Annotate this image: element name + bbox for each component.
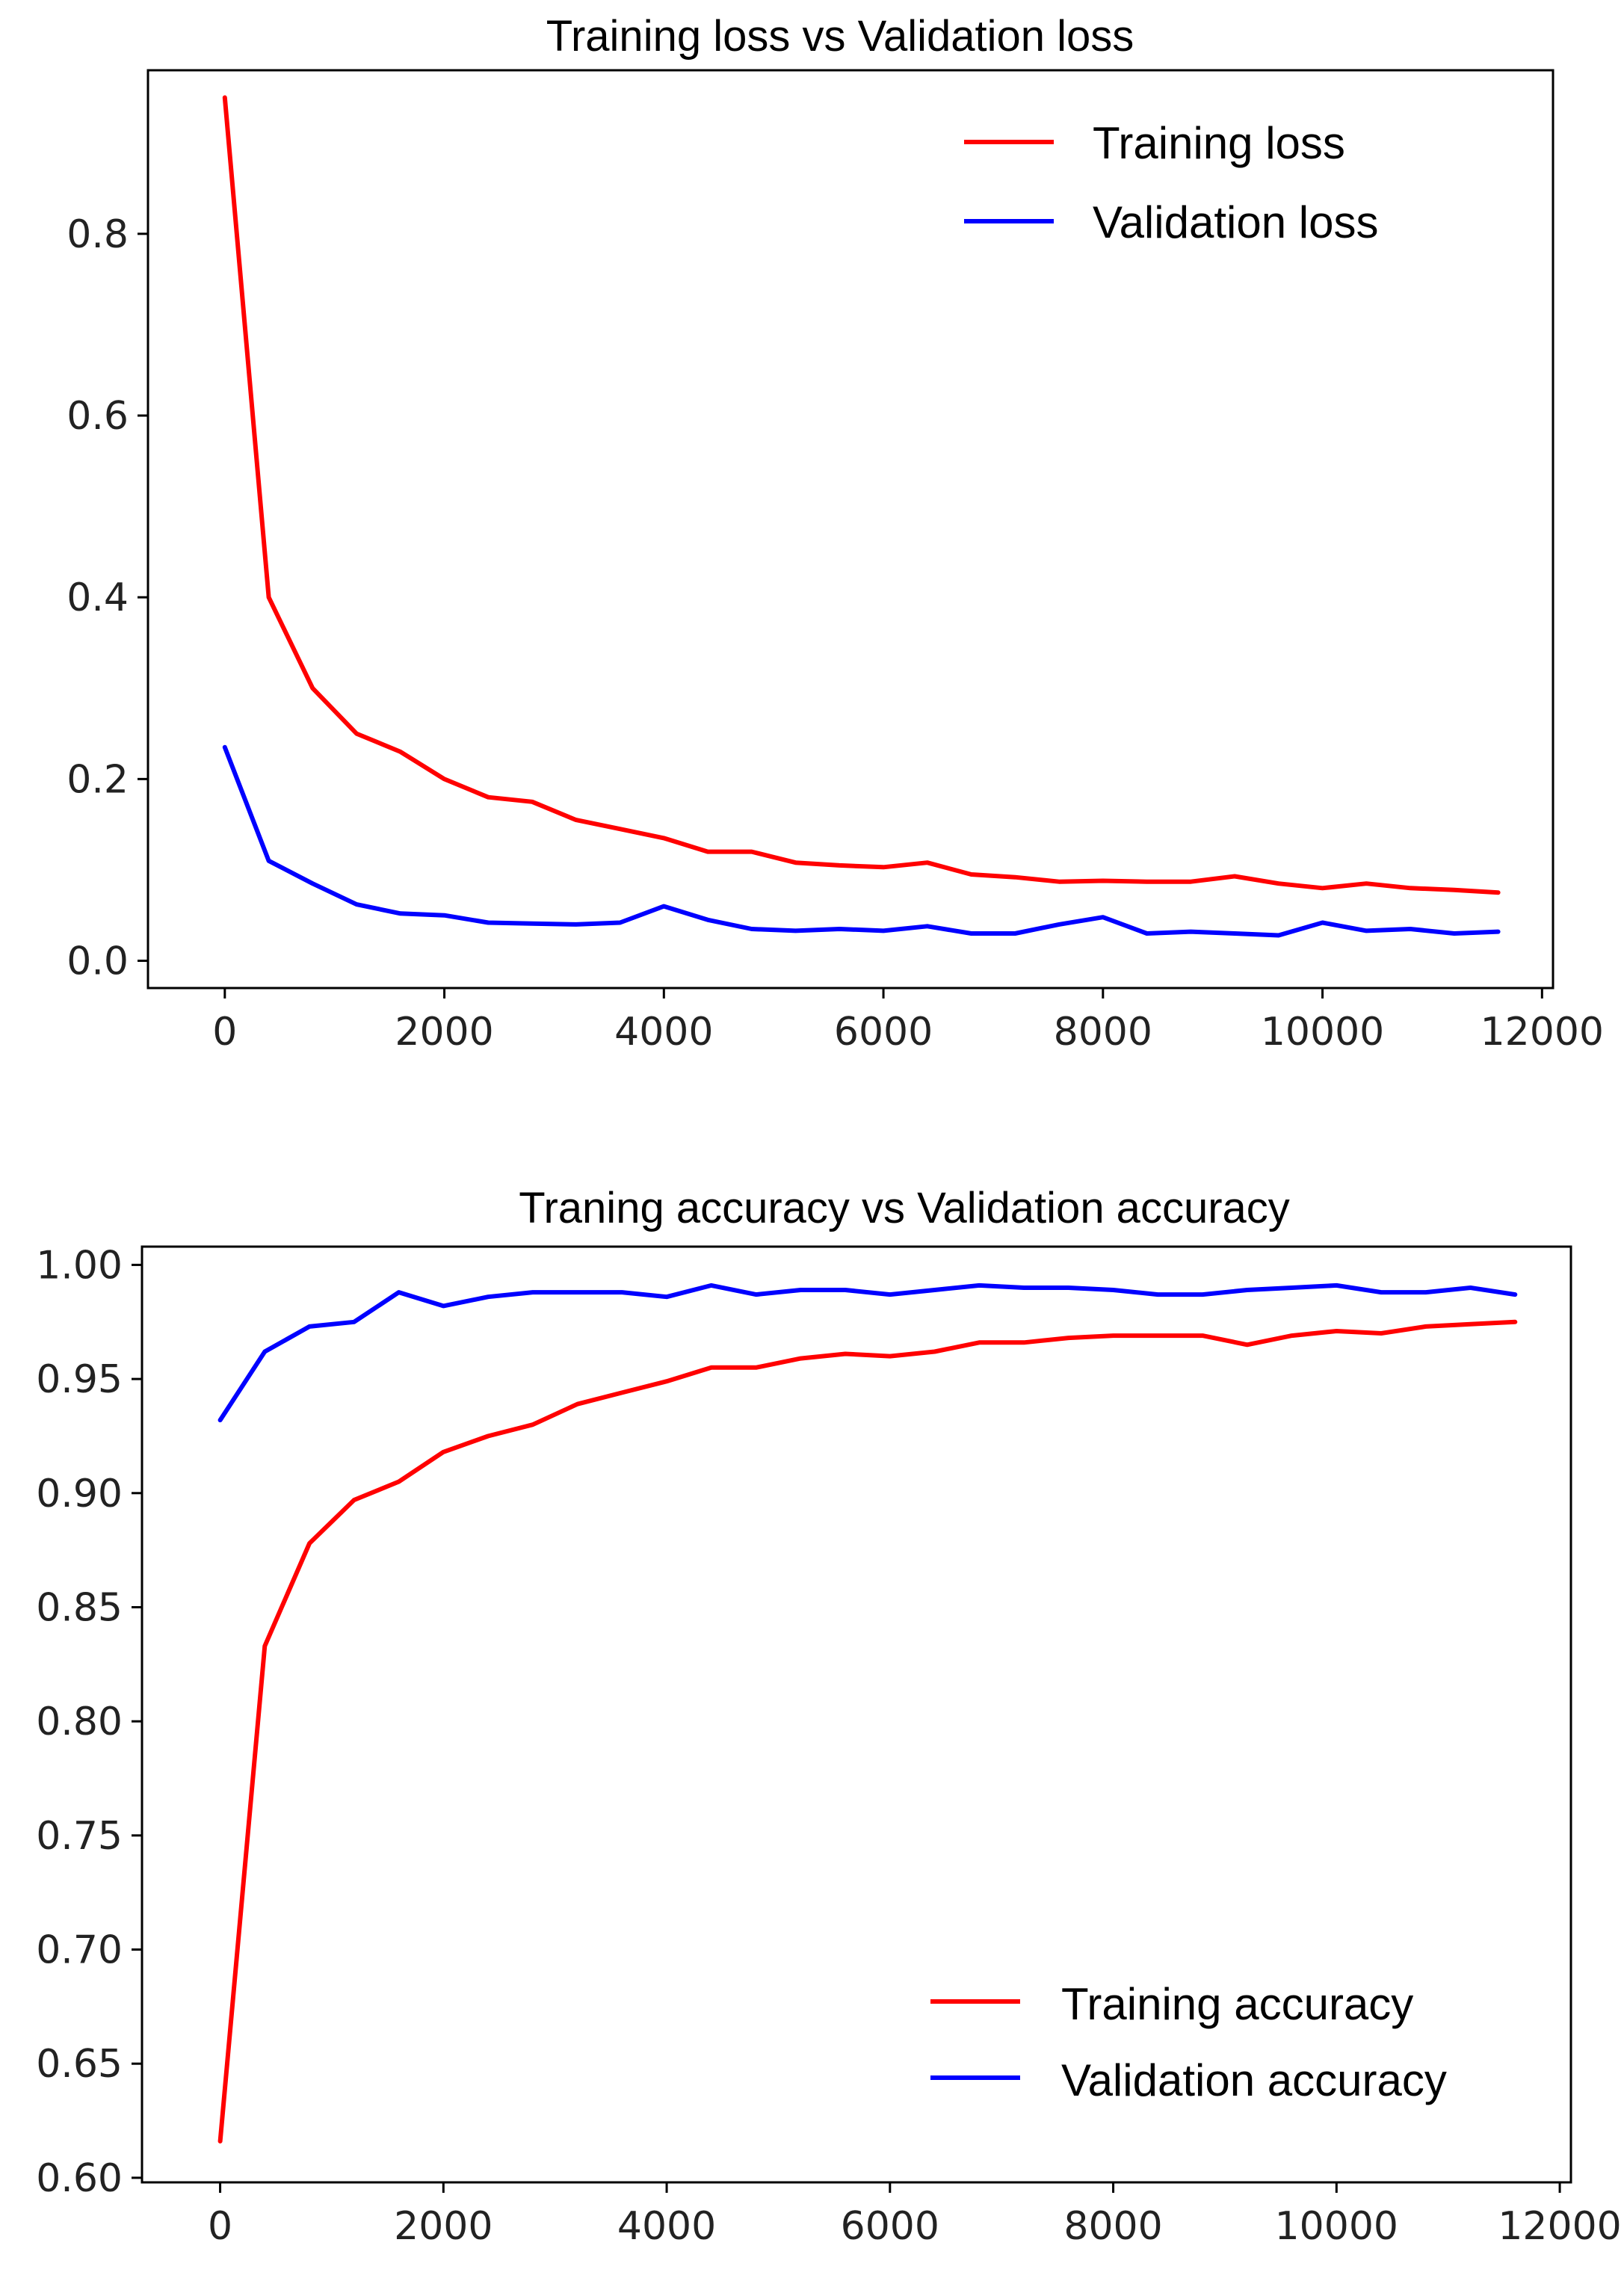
accuracy-plot-frame bbox=[141, 1245, 1572, 2184]
loss-y-tick-label: 0.8 bbox=[67, 212, 129, 257]
loss-x-tick-label: 0 bbox=[212, 1010, 237, 1055]
legend-label-training-accuracy: Training accuracy bbox=[1061, 1979, 1413, 2029]
series-line-training-loss bbox=[222, 95, 1501, 895]
accuracy-y-tick-label: 0.70 bbox=[36, 1928, 123, 1973]
accuracy-chart: Traning accuracy vs Validation accuracy … bbox=[36, 1184, 1622, 2249]
loss-plot-frame bbox=[146, 69, 1554, 990]
loss-x-tick-label: 2000 bbox=[395, 1010, 493, 1055]
accuracy-y-tick-label: 0.65 bbox=[36, 2042, 123, 2087]
loss-chart-title: Training loss vs Validation loss bbox=[546, 12, 1134, 61]
accuracy-x-tick-label: 2000 bbox=[394, 2204, 493, 2249]
accuracy-x-axis: 0 2000 4000 6000 8000 10000 12000 bbox=[208, 2182, 1622, 2249]
accuracy-y-tick-label: 0.90 bbox=[36, 1472, 123, 1516]
accuracy-chart-title: Traning accuracy vs Validation accuracy bbox=[519, 1184, 1290, 1232]
accuracy-y-tick-label: 0.75 bbox=[36, 1814, 123, 1859]
loss-x-tick-label: 10000 bbox=[1261, 1010, 1384, 1055]
accuracy-legend: Training accuracy Validation accuracy bbox=[930, 1979, 1447, 2105]
accuracy-y-tick-label: 0.60 bbox=[36, 2156, 123, 2201]
loss-legend: Training loss Validation loss bbox=[964, 118, 1378, 247]
loss-y-tick-label: 0.0 bbox=[67, 939, 129, 984]
accuracy-x-tick-label: 4000 bbox=[617, 2204, 716, 2249]
accuracy-x-tick-label: 10000 bbox=[1275, 2204, 1398, 2249]
loss-x-tick-label: 4000 bbox=[614, 1010, 713, 1055]
legend-label-validation-loss: Validation loss bbox=[1093, 197, 1378, 247]
loss-x-axis: 0 2000 4000 6000 8000 10000 12000 bbox=[212, 988, 1604, 1055]
series-line-training-accuracy bbox=[217, 1319, 1518, 2143]
accuracy-x-tick-label: 12000 bbox=[1498, 2204, 1621, 2249]
legend-label-training-loss: Training loss bbox=[1093, 118, 1345, 168]
loss-series-group bbox=[222, 95, 1501, 938]
series-line-validation-loss bbox=[222, 744, 1501, 938]
loss-x-tick-label: 12000 bbox=[1481, 1010, 1604, 1055]
loss-y-tick-label: 0.4 bbox=[67, 575, 129, 620]
legend-label-validation-accuracy: Validation accuracy bbox=[1061, 2055, 1447, 2105]
loss-y-axis: 0.0 0.2 0.4 0.6 0.8 bbox=[67, 212, 148, 984]
loss-chart: Training loss vs Validation loss 0 2000 40… bbox=[67, 12, 1604, 1055]
loss-x-tick-label: 6000 bbox=[834, 1010, 933, 1055]
accuracy-series-group bbox=[217, 1283, 1518, 2143]
series-line-validation-accuracy bbox=[217, 1283, 1518, 1423]
accuracy-x-tick-label: 6000 bbox=[841, 2204, 939, 2249]
accuracy-y-tick-label: 0.85 bbox=[36, 1585, 123, 1630]
loss-y-tick-label: 0.6 bbox=[67, 394, 129, 439]
accuracy-y-tick-label: 0.80 bbox=[36, 1700, 123, 1744]
accuracy-y-axis: 0.60 0.65 0.70 0.75 0.80 0.85 0.90 0.95 1.00 bbox=[36, 1243, 142, 2201]
accuracy-y-tick-label: 0.95 bbox=[36, 1357, 123, 1402]
accuracy-x-tick-label: 8000 bbox=[1063, 2204, 1162, 2249]
loss-x-tick-label: 8000 bbox=[1054, 1010, 1152, 1055]
accuracy-y-tick-label: 1.00 bbox=[36, 1243, 123, 1288]
accuracy-x-tick-label: 0 bbox=[208, 2204, 232, 2249]
loss-y-tick-label: 0.2 bbox=[67, 757, 129, 802]
